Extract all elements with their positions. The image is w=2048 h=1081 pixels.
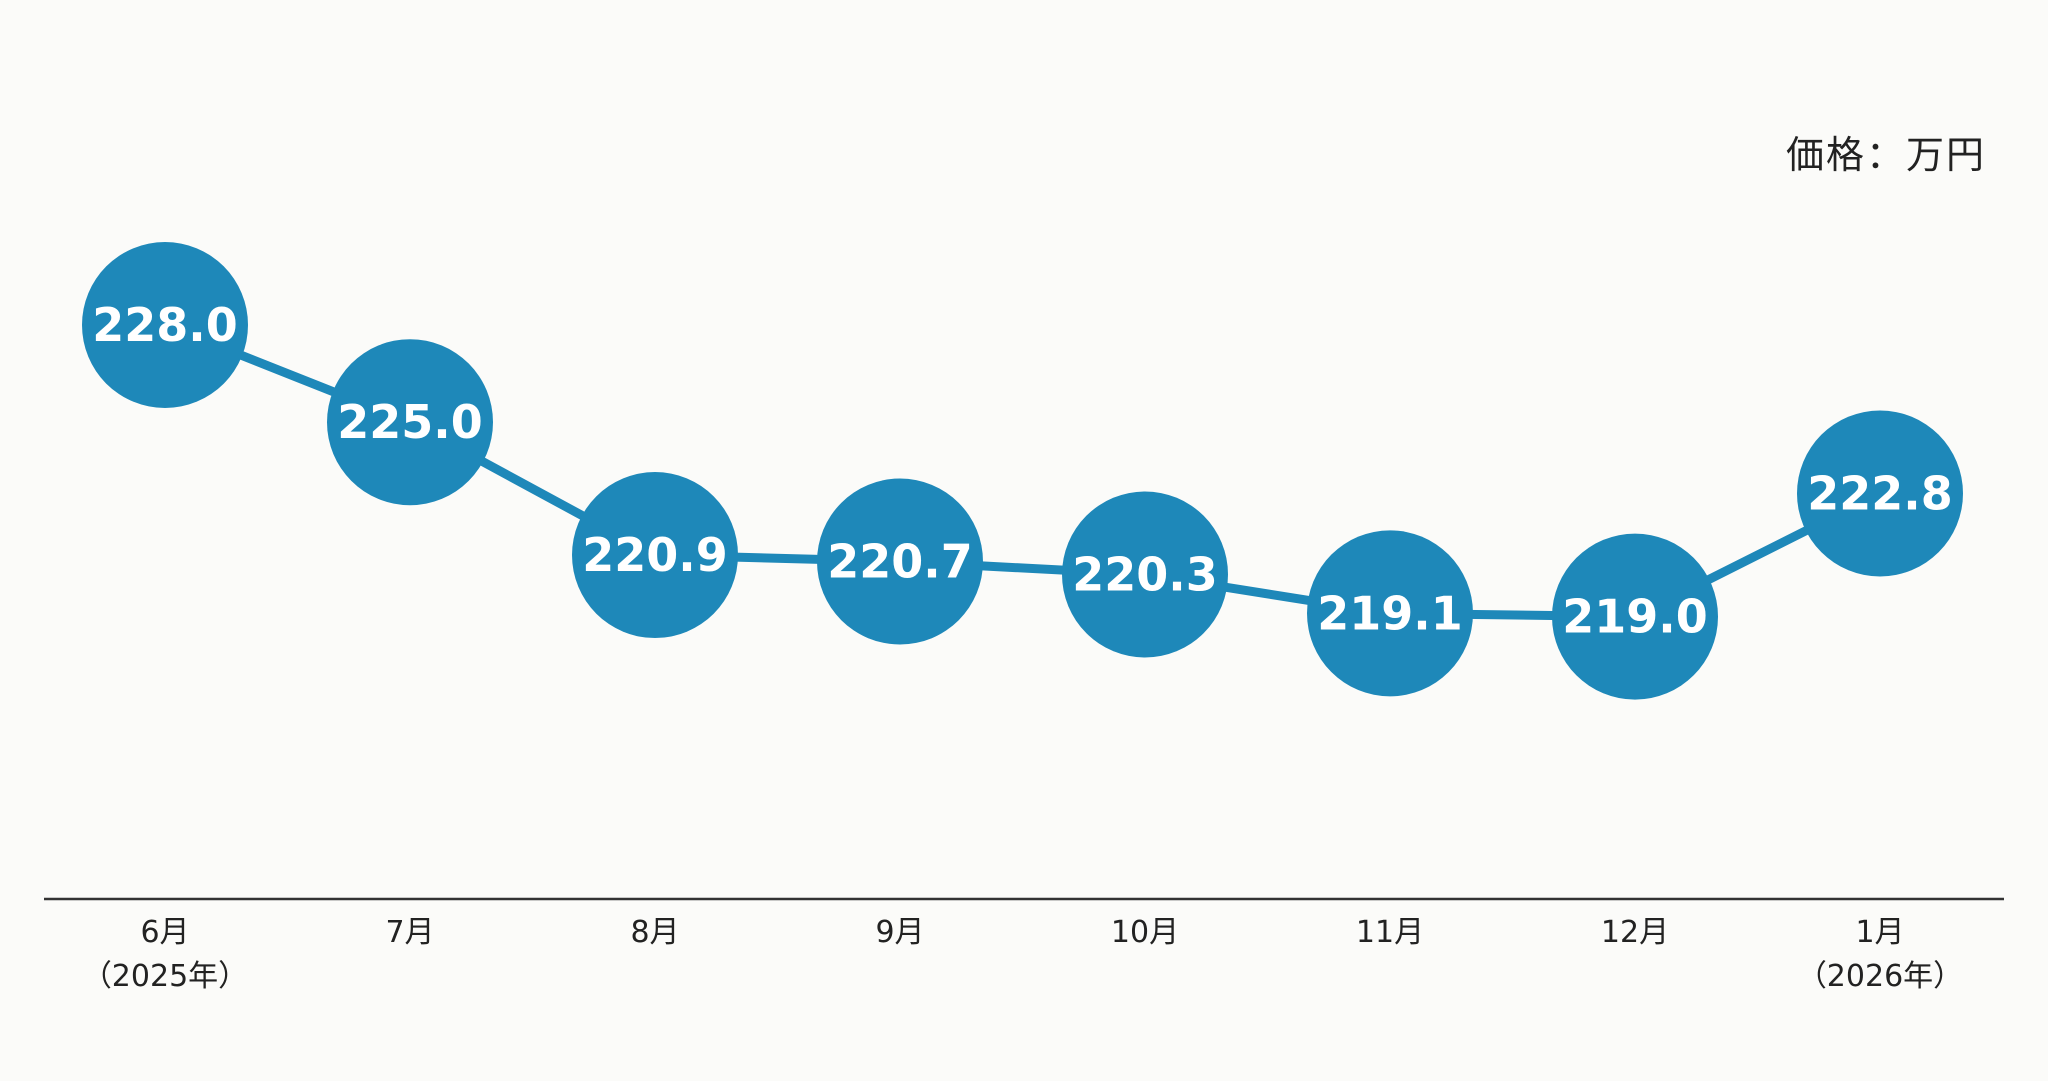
- data-point-marker: [817, 478, 983, 645]
- x-tick-label: 11月: [1356, 915, 1424, 950]
- data-point: 219.1: [1307, 530, 1473, 697]
- x-tick-sublabel: （2025年）: [82, 959, 248, 994]
- data-point: 220.9: [572, 472, 738, 639]
- data-point-value-label: 228.0: [92, 298, 238, 352]
- x-tick-label: 10月: [1111, 915, 1179, 950]
- data-point-value-label: 222.8: [1807, 466, 1953, 520]
- data-point-marker: [327, 339, 493, 506]
- unit-label: 価格：万円: [1785, 133, 1986, 177]
- data-point-value-label: 220.3: [1072, 547, 1218, 601]
- data-point-marker: [1552, 533, 1718, 700]
- x-tick-label: 8月: [630, 915, 679, 950]
- data-point: 225.0: [327, 339, 493, 506]
- x-tick-sublabel: （2026年）: [1797, 959, 1963, 994]
- data-point: 220.3: [1062, 491, 1228, 658]
- x-tick-label: 6月: [140, 915, 189, 950]
- data-point-marker: [82, 242, 248, 408]
- data-point: 220.7: [817, 478, 983, 645]
- marker-layer: 228.0 225.0 220.9 220.7 220.3 219.1 219.0 222.8: [82, 242, 1963, 700]
- x-tick-layer: 6月 （2025年） 7月 8月 9月 10月 11月 12月 1月 （2026年）: [82, 915, 1963, 994]
- x-tick-label: 1月: [1855, 915, 1904, 950]
- data-point-value-label: 220.7: [827, 535, 973, 589]
- data-point-marker: [1307, 530, 1473, 697]
- data-point-value-label: 225.0: [337, 395, 483, 449]
- data-point-value-label: 219.0: [1562, 590, 1708, 644]
- x-tick-label: 9月: [875, 915, 924, 950]
- data-point: 228.0: [82, 242, 248, 408]
- data-point: 222.8: [1797, 410, 1963, 577]
- x-tick-label: 7月: [385, 915, 434, 950]
- data-point-marker: [572, 472, 738, 639]
- data-point-marker: [1797, 410, 1963, 577]
- data-point: 219.0: [1552, 533, 1718, 700]
- x-tick-label: 12月: [1601, 915, 1669, 950]
- data-point-value-label: 220.9: [582, 528, 728, 582]
- data-point-value-label: 219.1: [1317, 586, 1463, 640]
- data-point-marker: [1062, 491, 1228, 658]
